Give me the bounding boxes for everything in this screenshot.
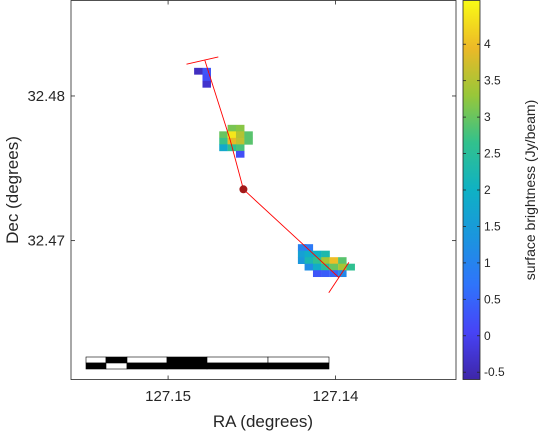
heatmap-pixel bbox=[312, 270, 322, 278]
heatmap-pixel bbox=[235, 124, 245, 132]
spine-overlay bbox=[186, 56, 350, 293]
y-axis-label: Dec (degrees) bbox=[3, 136, 22, 244]
colorbar-tick-label: 2.5 bbox=[484, 147, 501, 161]
heatmap-pixel bbox=[304, 263, 314, 271]
scale-bar-segment bbox=[267, 362, 330, 370]
x-tick-label: 127.14 bbox=[313, 388, 359, 405]
heatmap-pixel bbox=[227, 124, 237, 132]
colorbar-tick-label: 3 bbox=[484, 110, 491, 124]
heatmap-pixel bbox=[338, 257, 347, 264]
heatmap-pixel bbox=[338, 270, 347, 278]
spine-end-cap bbox=[186, 56, 219, 65]
y-tick-label: 32.47 bbox=[27, 233, 65, 250]
heatmap-pixel bbox=[312, 263, 322, 271]
scale-bar bbox=[85, 356, 330, 370]
heatmap-pixel bbox=[346, 263, 355, 271]
colorbar-tick-label: 0.5 bbox=[484, 292, 501, 306]
scale-bar-segment bbox=[267, 356, 330, 364]
heatmap-pixel bbox=[321, 270, 330, 278]
heatmap-pixel bbox=[304, 250, 314, 258]
colorbar-tick-label: 1 bbox=[484, 256, 491, 270]
heatmap-pixel bbox=[235, 150, 245, 158]
colorbar-tick-label: 3.5 bbox=[484, 74, 501, 88]
scale-bar-segment bbox=[166, 356, 208, 364]
scale-bar-segment bbox=[166, 362, 208, 370]
y-axis-ticks: 32.47 32.48 bbox=[27, 88, 456, 250]
heatmap-pixel bbox=[329, 263, 339, 271]
heatmap-pixel bbox=[297, 244, 307, 251]
heatmap-pixel bbox=[219, 144, 228, 152]
heatmap-pixel bbox=[202, 67, 211, 75]
heatmap-pixel bbox=[194, 67, 203, 75]
heatmap-pixel bbox=[312, 250, 322, 258]
heatmap-pixel bbox=[219, 137, 228, 145]
scale-bar-segment bbox=[126, 356, 168, 364]
heatmap-pixel bbox=[321, 257, 330, 264]
heatmap-pixel bbox=[244, 137, 253, 145]
heatmap-pixel bbox=[338, 263, 347, 271]
heatmap-pixel bbox=[219, 131, 228, 139]
heatmap-pixel bbox=[235, 131, 245, 139]
heatmap-pixel bbox=[227, 131, 237, 139]
scale-bar-segment bbox=[206, 356, 269, 364]
heatmap-pixel bbox=[304, 244, 314, 251]
x-tick-label: 127.15 bbox=[145, 388, 191, 405]
x-axis-label: RA (degrees) bbox=[213, 412, 313, 431]
scale-bar-segment bbox=[126, 362, 168, 370]
colorbar-tick-label: 4 bbox=[484, 37, 491, 51]
heatmap-pixel bbox=[329, 270, 339, 278]
heatmap-pixel bbox=[304, 257, 314, 264]
colorbar-tick-label: 0 bbox=[484, 329, 491, 343]
heatmap-pixel bbox=[202, 74, 211, 82]
heatmap-pixel bbox=[329, 257, 339, 264]
heatmap-pixel bbox=[312, 257, 322, 264]
scale-bar-segment bbox=[85, 362, 107, 370]
heatmap-pixel bbox=[321, 263, 330, 271]
core-marker bbox=[239, 185, 248, 194]
spine-end-cap bbox=[328, 262, 350, 293]
heatmap-pixel bbox=[244, 131, 253, 139]
spine-line bbox=[204, 60, 340, 278]
heatmap-pixel bbox=[235, 144, 245, 152]
scale-bar-segment bbox=[85, 356, 107, 364]
heatmap-pixel bbox=[321, 250, 330, 258]
x-axis-ticks: 127.15 127.14 bbox=[145, 0, 359, 405]
colorbar-tick-label: -0.5 bbox=[484, 365, 505, 379]
scale-bar-segment bbox=[105, 362, 128, 370]
colorbar-label: surface brightness (Jy/beam) bbox=[522, 100, 538, 281]
colorbar-tick-label: 1.5 bbox=[484, 219, 501, 233]
heatmap-pixel bbox=[227, 137, 237, 145]
scale-bar-segment bbox=[105, 356, 128, 364]
heatmap-pixels bbox=[194, 67, 355, 278]
heatmap-pixel bbox=[202, 80, 211, 88]
heatmap-pixel bbox=[297, 257, 307, 264]
colorbar-ticks: -0.5 0 0.5 1 1.5 2 2.5 3 3.5 4 bbox=[463, 37, 505, 379]
scale-bar-segment bbox=[206, 362, 269, 370]
colorbar: -0.5 0 0.5 1 1.5 2 2.5 3 3.5 4 surface brightness… bbox=[462, 0, 538, 380]
y-tick-label: 32.48 bbox=[27, 88, 65, 105]
heatmap-pixel bbox=[235, 137, 245, 145]
heatmap-pixel bbox=[297, 250, 307, 258]
colorbar-tick-label: 2 bbox=[484, 183, 491, 197]
plot-frame bbox=[70, 0, 457, 380]
